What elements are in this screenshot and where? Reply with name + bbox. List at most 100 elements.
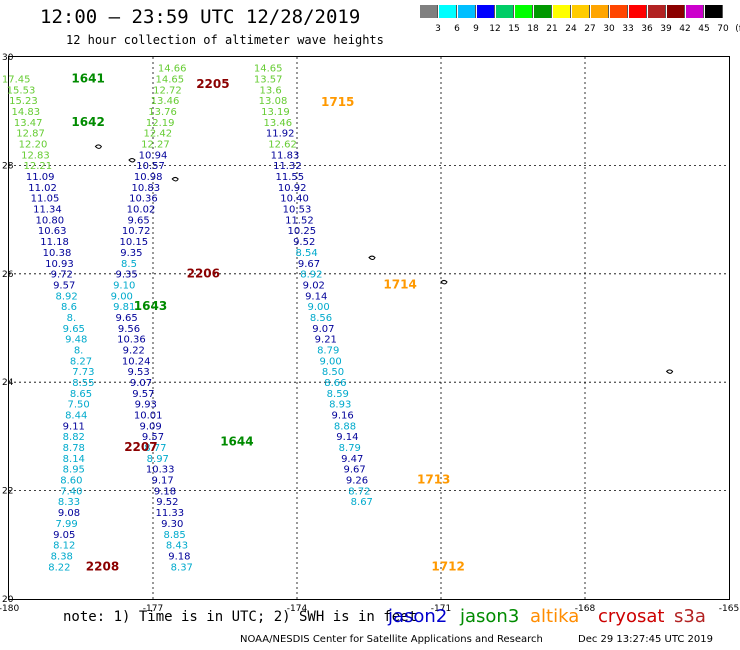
- wave-height-value: 12.87: [16, 129, 45, 140]
- wave-height-value: 9.57: [132, 389, 154, 400]
- wave-height-value: 12.27: [141, 140, 170, 151]
- wave-height-value: 8.82: [63, 432, 85, 443]
- wave-height-value: 8.92: [300, 270, 322, 281]
- wave-height-value: 13.46: [151, 96, 180, 107]
- wave-height-value: 17.45: [2, 74, 31, 85]
- wave-height-value: 9.18: [168, 551, 190, 562]
- wave-height-value: 12.72: [153, 85, 182, 96]
- colorbar-label: 12: [489, 24, 501, 34]
- wave-height-value: 11.83: [271, 150, 300, 161]
- wave-height-value: 10.01: [134, 411, 163, 422]
- wave-height-value: 9.53: [127, 367, 149, 378]
- wave-height-value: 10.36: [117, 335, 146, 346]
- wave-height-value: 9.65: [63, 324, 85, 335]
- colorbar-swatch: [686, 5, 704, 18]
- wave-height-value: 10.40: [280, 194, 309, 205]
- wave-height-value: 9.10: [113, 280, 135, 291]
- wave-height-value: 11.02: [28, 183, 57, 194]
- colorbar-label: 45: [698, 24, 710, 34]
- wave-height-value: 10.93: [45, 259, 74, 270]
- wave-height-value: 10.94: [139, 150, 168, 161]
- wave-height-value: 7.40: [60, 486, 82, 497]
- longitude-tick-label: -168: [575, 604, 596, 614]
- latitude-tick-label: 24: [2, 378, 14, 388]
- wave-height-value: 7.50: [67, 400, 89, 411]
- colorbar-swatch: [610, 5, 628, 18]
- pass-time-label: 2205: [196, 77, 229, 91]
- legend-jason3: jason3: [460, 606, 520, 627]
- colorbar-swatch: [667, 5, 685, 18]
- wave-height-value: 13.46: [263, 118, 292, 129]
- wave-height-value: 10.83: [131, 183, 160, 194]
- colorbar-swatch: [648, 5, 666, 18]
- island-outline: [171, 176, 179, 182]
- wave-height-value: 8.59: [327, 389, 349, 400]
- wave-height-value: 13.57: [254, 74, 283, 85]
- wave-height-value: 9.65: [115, 313, 137, 324]
- colorbar-label: 30: [603, 24, 615, 34]
- colorbar-swatch: [477, 5, 495, 18]
- wave-height-value: 8.: [74, 345, 84, 356]
- wave-height-value: 9.05: [53, 530, 75, 541]
- wave-height-value: 8.27: [70, 356, 92, 367]
- wave-height-value: 10.98: [134, 172, 163, 183]
- wave-height-value: 12.21: [23, 161, 52, 172]
- wave-height-value: 11.33: [155, 508, 184, 519]
- colorbar-swatch: [439, 5, 457, 18]
- wave-height-value: 10.02: [127, 205, 156, 216]
- wave-height-value: 8.12: [53, 541, 75, 552]
- wave-height-value: 9.30: [161, 519, 183, 530]
- colorbar-swatch: [572, 5, 590, 18]
- wave-height-value: 8.14: [63, 454, 85, 465]
- colorbar-swatch: [705, 5, 723, 18]
- wave-height-value: 8.37: [171, 562, 193, 573]
- wave-height-value: 8.97: [147, 454, 169, 465]
- wave-height-value: 9.35: [120, 248, 142, 259]
- colorbar-label: 9: [473, 24, 479, 34]
- colorbar-label: 18: [527, 24, 539, 34]
- wave-height-value: 8.56: [310, 313, 332, 324]
- island-outline: [665, 369, 674, 374]
- colorbar-swatch: [534, 5, 552, 18]
- wave-height-value: 10.53: [283, 205, 312, 216]
- pass-time-label: 1643: [134, 299, 167, 313]
- wave-height-value: 9.08: [58, 508, 80, 519]
- wave-height-value: 9.72: [51, 270, 73, 281]
- map-frame: [8, 56, 730, 600]
- wave-height-value: 9.57: [53, 280, 75, 291]
- colorbar-swatch: [496, 5, 514, 18]
- wave-height-value: 8.67: [351, 497, 373, 508]
- colorbar-swatch: [420, 5, 438, 18]
- longitude-tick-label: -165: [719, 604, 739, 614]
- credit-text: NOAA/NESDIS Center for Satellite Applica…: [240, 634, 543, 645]
- latitude-tick-label: 28: [2, 161, 14, 171]
- pass-time-label: 1713: [417, 473, 450, 487]
- wave-height-value: 12.42: [143, 129, 172, 140]
- wave-height-value: 11.09: [26, 172, 55, 183]
- wave-height-value: 8.65: [70, 389, 92, 400]
- wave-height-value: 7.99: [55, 519, 77, 530]
- pass-time-label: 1715: [321, 95, 354, 109]
- wave-height-value: 14.83: [11, 107, 40, 118]
- page-title: 12:00 – 23:59 UTC 12/28/2019: [40, 6, 361, 28]
- wave-height-value: 8.: [67, 313, 77, 324]
- wave-height-value: 9.57: [142, 432, 164, 443]
- colorbar-swatch: [629, 5, 647, 18]
- wave-height-value: 8.44: [65, 411, 87, 422]
- wave-height-value: 14.65: [155, 74, 184, 85]
- wave-height-value: 8.79: [317, 345, 339, 356]
- wave-height-value: 9.47: [341, 454, 363, 465]
- wave-height-value: 7.73: [72, 367, 94, 378]
- wave-height-value: 9.21: [315, 335, 337, 346]
- pass-time-label: 1714: [383, 277, 416, 291]
- wave-height-value: 9.07: [312, 324, 334, 335]
- wave-height-value: 14.65: [254, 64, 283, 75]
- page-subtitle: 12 hour collection of altimeter wave hei…: [66, 33, 384, 47]
- wave-height-value: 9.14: [336, 432, 358, 443]
- pass-time-label: 2208: [86, 559, 119, 573]
- colorbar-label: 39: [660, 24, 672, 34]
- wave-height-value: 8.55: [72, 378, 94, 389]
- wave-height-value: 15.53: [7, 85, 36, 96]
- wave-height-value: 8.33: [58, 497, 80, 508]
- island-outline: [440, 279, 448, 285]
